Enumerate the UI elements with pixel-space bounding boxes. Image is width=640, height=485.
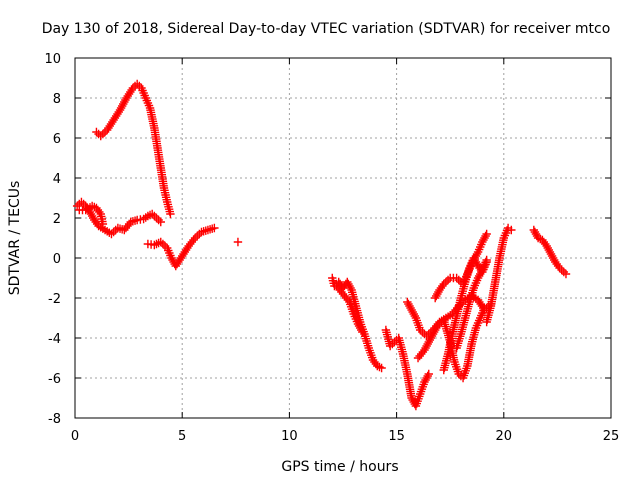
series-arc-6 (328, 273, 386, 373)
series-arc-13 (452, 255, 491, 353)
plot-frame (74, 57, 612, 419)
y-axis-label: SDTVAR / TECUs (7, 181, 23, 296)
y-tick-label: 4 (53, 172, 61, 187)
y-tick-label: 2 (53, 212, 61, 227)
y-tick-label: 10 (44, 52, 61, 67)
data-point (98, 219, 108, 229)
data-point (507, 225, 516, 235)
y-tick-label: 0 (53, 252, 61, 267)
y-tick-label: -6 (48, 372, 61, 387)
series-arc-2 (72, 197, 165, 239)
grid-lines (75, 58, 611, 418)
series-arc-15 (529, 225, 571, 279)
data-point (561, 269, 571, 279)
y-tick-label: 6 (53, 132, 61, 147)
data-points (72, 79, 571, 411)
series-arc-1 (92, 79, 175, 219)
series-arc-7 (332, 281, 367, 337)
axis-ticks: 0 5 10 15 20 25 -8 -6 -4 -2 0 2 4 6 8 10 (44, 52, 619, 444)
data-point (166, 209, 175, 219)
series-arc-3 (75, 201, 108, 229)
series-arc-14 (482, 223, 516, 327)
x-tick-label: 20 (496, 429, 513, 444)
series-arc-8 (381, 325, 433, 411)
data-point (233, 237, 243, 247)
series-arc-4 (143, 223, 219, 271)
series-arc-10 (413, 303, 489, 383)
x-axis-label: GPS time / hours (281, 459, 398, 475)
x-tick-label: 5 (178, 429, 186, 444)
data-point (482, 229, 491, 239)
data-point (156, 217, 165, 227)
x-tick-label: 10 (281, 429, 298, 444)
data-point (424, 369, 433, 379)
data-point (482, 255, 491, 265)
x-tick-label: 25 (603, 429, 620, 444)
data-point (377, 363, 386, 373)
data-point (210, 223, 219, 233)
x-tick-label: 0 (71, 429, 79, 444)
series-arc-5 (233, 237, 243, 247)
y-tick-label: 8 (53, 92, 61, 107)
y-tick-label: -8 (48, 412, 61, 427)
x-tick-label: 15 (388, 429, 405, 444)
chart-title: Day 130 of 2018, Sidereal Day-to-day VTE… (42, 21, 611, 37)
data-point (358, 327, 367, 337)
y-tick-label: -4 (48, 332, 61, 347)
y-tick-label: -2 (48, 292, 61, 307)
